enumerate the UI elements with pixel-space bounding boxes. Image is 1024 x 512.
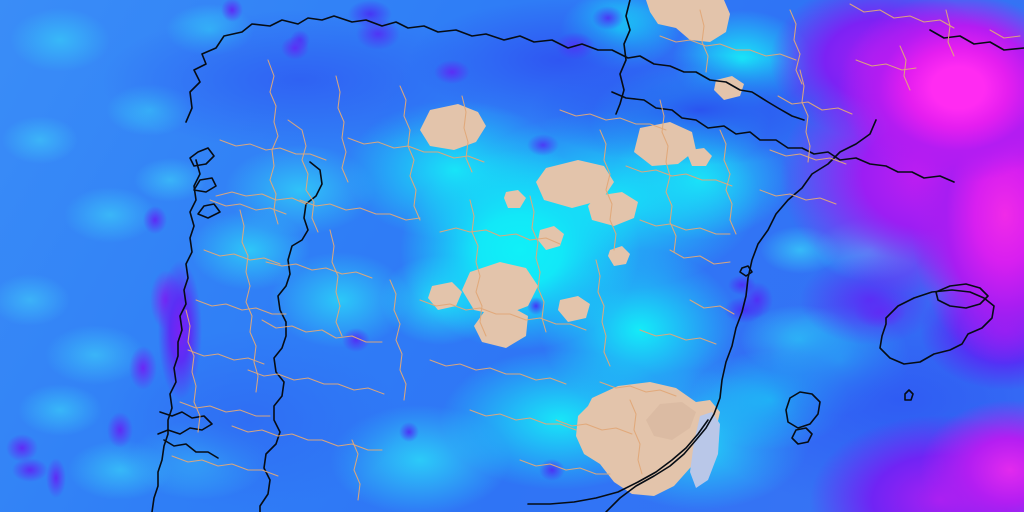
province-border-layer	[171, 3, 1021, 501]
national-border-layer	[151, 0, 1024, 512]
terrain-clear-patches	[420, 0, 744, 496]
